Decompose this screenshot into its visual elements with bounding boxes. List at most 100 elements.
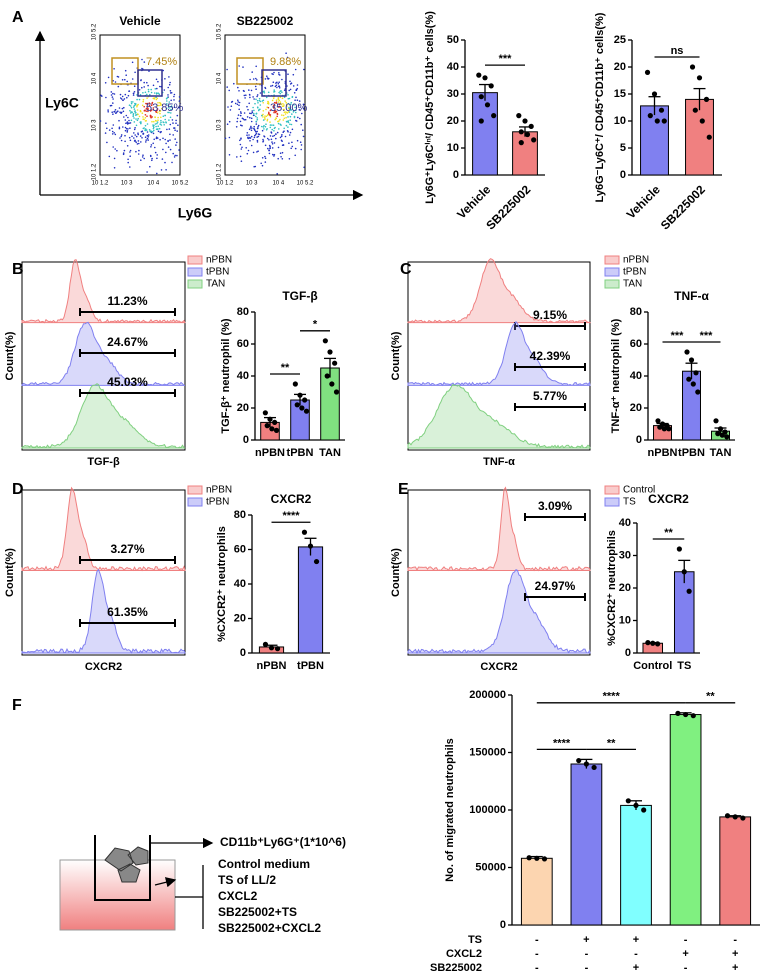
- cytometry-event: [250, 89, 253, 92]
- x-tick-label: tPBN: [678, 447, 705, 459]
- cytometry-event: [249, 116, 251, 119]
- cytometry-event: [243, 90, 245, 92]
- cytometry-event: [170, 112, 172, 114]
- cytometry-event: [302, 107, 305, 110]
- cytometry-event: [160, 121, 162, 124]
- cytometry-event: [129, 105, 132, 107]
- cytometry-event: [277, 82, 280, 85]
- histogram-curve: [21, 383, 186, 449]
- histogram-y-label: Count(%): [390, 331, 402, 380]
- cytometry-event: [255, 120, 257, 123]
- cytometry-event: [160, 107, 163, 110]
- cytometry-event: [138, 115, 141, 118]
- data-point: [696, 75, 703, 81]
- cytometry-event: [270, 132, 273, 134]
- data-point: [689, 64, 696, 70]
- histogram-curve: [407, 486, 591, 572]
- cytometry-event: [122, 110, 125, 113]
- cytometry-event: [129, 149, 132, 152]
- gate: [261, 69, 287, 97]
- cytometry-event: [278, 99, 281, 102]
- cytometry-event: [140, 131, 143, 133]
- cytometry-event: [155, 98, 158, 101]
- cytometry-event: [278, 128, 280, 130]
- cytometry-event: [141, 86, 143, 89]
- data-point: [715, 431, 721, 437]
- cytometry-event: [274, 111, 277, 114]
- cytometry-event: [116, 75, 119, 78]
- cytometry-event: [142, 118, 144, 120]
- cytometry-event: [247, 149, 250, 152]
- cytometry-event: [264, 115, 266, 117]
- cytometry-event: [252, 78, 255, 80]
- cytometry-event: [135, 124, 138, 127]
- cytometry-event: [118, 107, 121, 109]
- cytometry-event: [133, 121, 136, 123]
- cytometry-event: [246, 134, 248, 136]
- cytometry-event: [126, 96, 128, 99]
- cytometry-event: [269, 124, 272, 126]
- cytometry-event: [156, 104, 159, 107]
- cytometry-event: [261, 100, 264, 102]
- significance-label: ns: [671, 45, 684, 57]
- histogram-curve: [407, 321, 591, 387]
- x-tick-label: nPBN: [255, 447, 285, 459]
- cytometry-event: [244, 97, 246, 99]
- cytometry-event: [255, 123, 258, 125]
- cytometry-event: [150, 109, 153, 111]
- cytometry-event: [249, 78, 251, 81]
- y-tick-label: 0: [500, 919, 506, 931]
- cytometry-event: [289, 123, 291, 125]
- x-tick-label: Vehicle: [454, 182, 493, 221]
- data-point: [666, 426, 672, 432]
- cytometry-event: [301, 112, 303, 115]
- cytometry-event: [261, 114, 263, 117]
- cytometry-event: [160, 169, 163, 171]
- cytometry-event: [108, 155, 111, 158]
- cytometry-event: [155, 128, 158, 130]
- cytometry-event: [148, 102, 151, 104]
- cytometry-event: [132, 114, 135, 116]
- cytometry-event: [121, 107, 124, 110]
- insert: [94, 835, 151, 901]
- y-tick-label: 80: [237, 306, 249, 318]
- cytometry-event: [114, 109, 117, 111]
- legend-swatch: [604, 267, 620, 277]
- cytometry-event: [175, 119, 177, 122]
- cytometry-event: [243, 112, 246, 114]
- cytometry-event: [264, 118, 266, 120]
- data-point: [301, 529, 308, 535]
- cytometry-event: [138, 98, 141, 101]
- cytometry-event: [147, 108, 149, 110]
- cytometry-event: [295, 111, 297, 114]
- cytometry-event: [289, 88, 292, 91]
- cytometry-event: [296, 139, 299, 142]
- cytometry-event: [252, 138, 254, 141]
- cytometry-event: [157, 130, 160, 133]
- cytometry-event: [261, 157, 264, 159]
- cytometry-event: [234, 102, 237, 105]
- cytometry-event: [264, 144, 267, 147]
- cytometry-event: [146, 106, 148, 108]
- cytometry-event: [287, 97, 290, 100]
- gate-label: 53.85%: [146, 102, 184, 114]
- treatment-name: TS: [468, 934, 482, 946]
- cytometry-event: [256, 99, 259, 102]
- cytometry-event: [120, 135, 122, 138]
- cytometry-event: [253, 136, 256, 139]
- cytometry-event: [299, 117, 301, 120]
- data-point: [647, 113, 653, 119]
- cytometry-event: [176, 154, 178, 157]
- data-point: [313, 558, 320, 565]
- cytometry-event: [273, 130, 275, 132]
- cytometry-event: [112, 113, 114, 115]
- cytometry-event: [151, 157, 153, 160]
- cytometry-event: [268, 111, 270, 114]
- cytometry-event: [115, 112, 117, 114]
- cytometry-event: [132, 92, 135, 95]
- cytometry-event: [147, 139, 149, 141]
- cytometry-event: [295, 109, 297, 112]
- cytometry-event: [129, 109, 131, 112]
- legend-swatch: [604, 255, 620, 265]
- legend-swatch: [187, 497, 203, 507]
